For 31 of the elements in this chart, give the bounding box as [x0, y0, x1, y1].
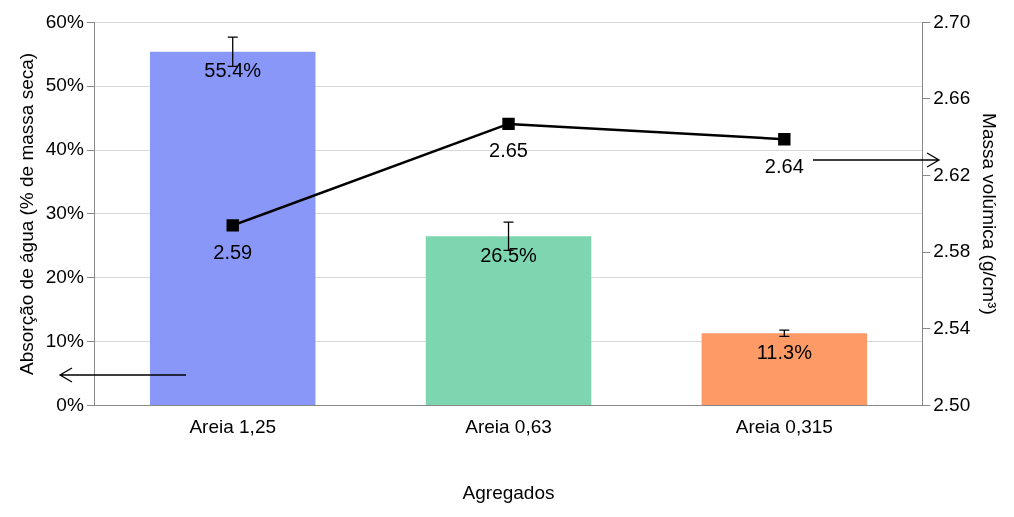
bar [149, 51, 316, 405]
bar [425, 236, 592, 405]
y2-tick-label: 2.54 [933, 317, 971, 339]
y-tick-label: 0% [56, 393, 84, 415]
y2-tick-label: 2.58 [933, 240, 971, 262]
x-tick-label: Areia 1,25 [189, 416, 277, 438]
data-label: 55.4% [204, 59, 262, 82]
x-tick-label: Areia 0,315 [735, 416, 833, 438]
point [778, 133, 791, 146]
data-label: 26.5% [480, 243, 538, 266]
y-tick-label: 10% [45, 329, 84, 351]
data-label: 2.59 [213, 240, 253, 263]
bar [701, 333, 868, 405]
data-label: 2.65 [489, 139, 528, 162]
y2-tick-label: 2.70 [933, 10, 971, 32]
y-tick-label: 20% [45, 265, 84, 287]
x-axis-title: Agregados [462, 481, 555, 503]
y2-tick-label: 2.50 [933, 393, 971, 415]
y2-tick-label: 2.66 [933, 87, 971, 109]
point [502, 117, 515, 131]
point [226, 219, 239, 232]
data-label: 2.64 [764, 154, 804, 177]
y-tick-label: 60% [45, 10, 84, 32]
y-axis-title: Absorção de água (% de massa seca) [15, 52, 37, 375]
data-label: 11.3% [756, 340, 813, 363]
y-tick-label: 50% [45, 74, 84, 96]
y-tick-label: 40% [45, 138, 84, 160]
y-tick-label: 30% [45, 202, 84, 224]
x-tick-label: Areia 0,63 [465, 416, 552, 438]
y2-axis-title: Massa volúmica (g/cm³) [979, 113, 1001, 315]
y2-tick-label: 2.62 [933, 163, 971, 185]
